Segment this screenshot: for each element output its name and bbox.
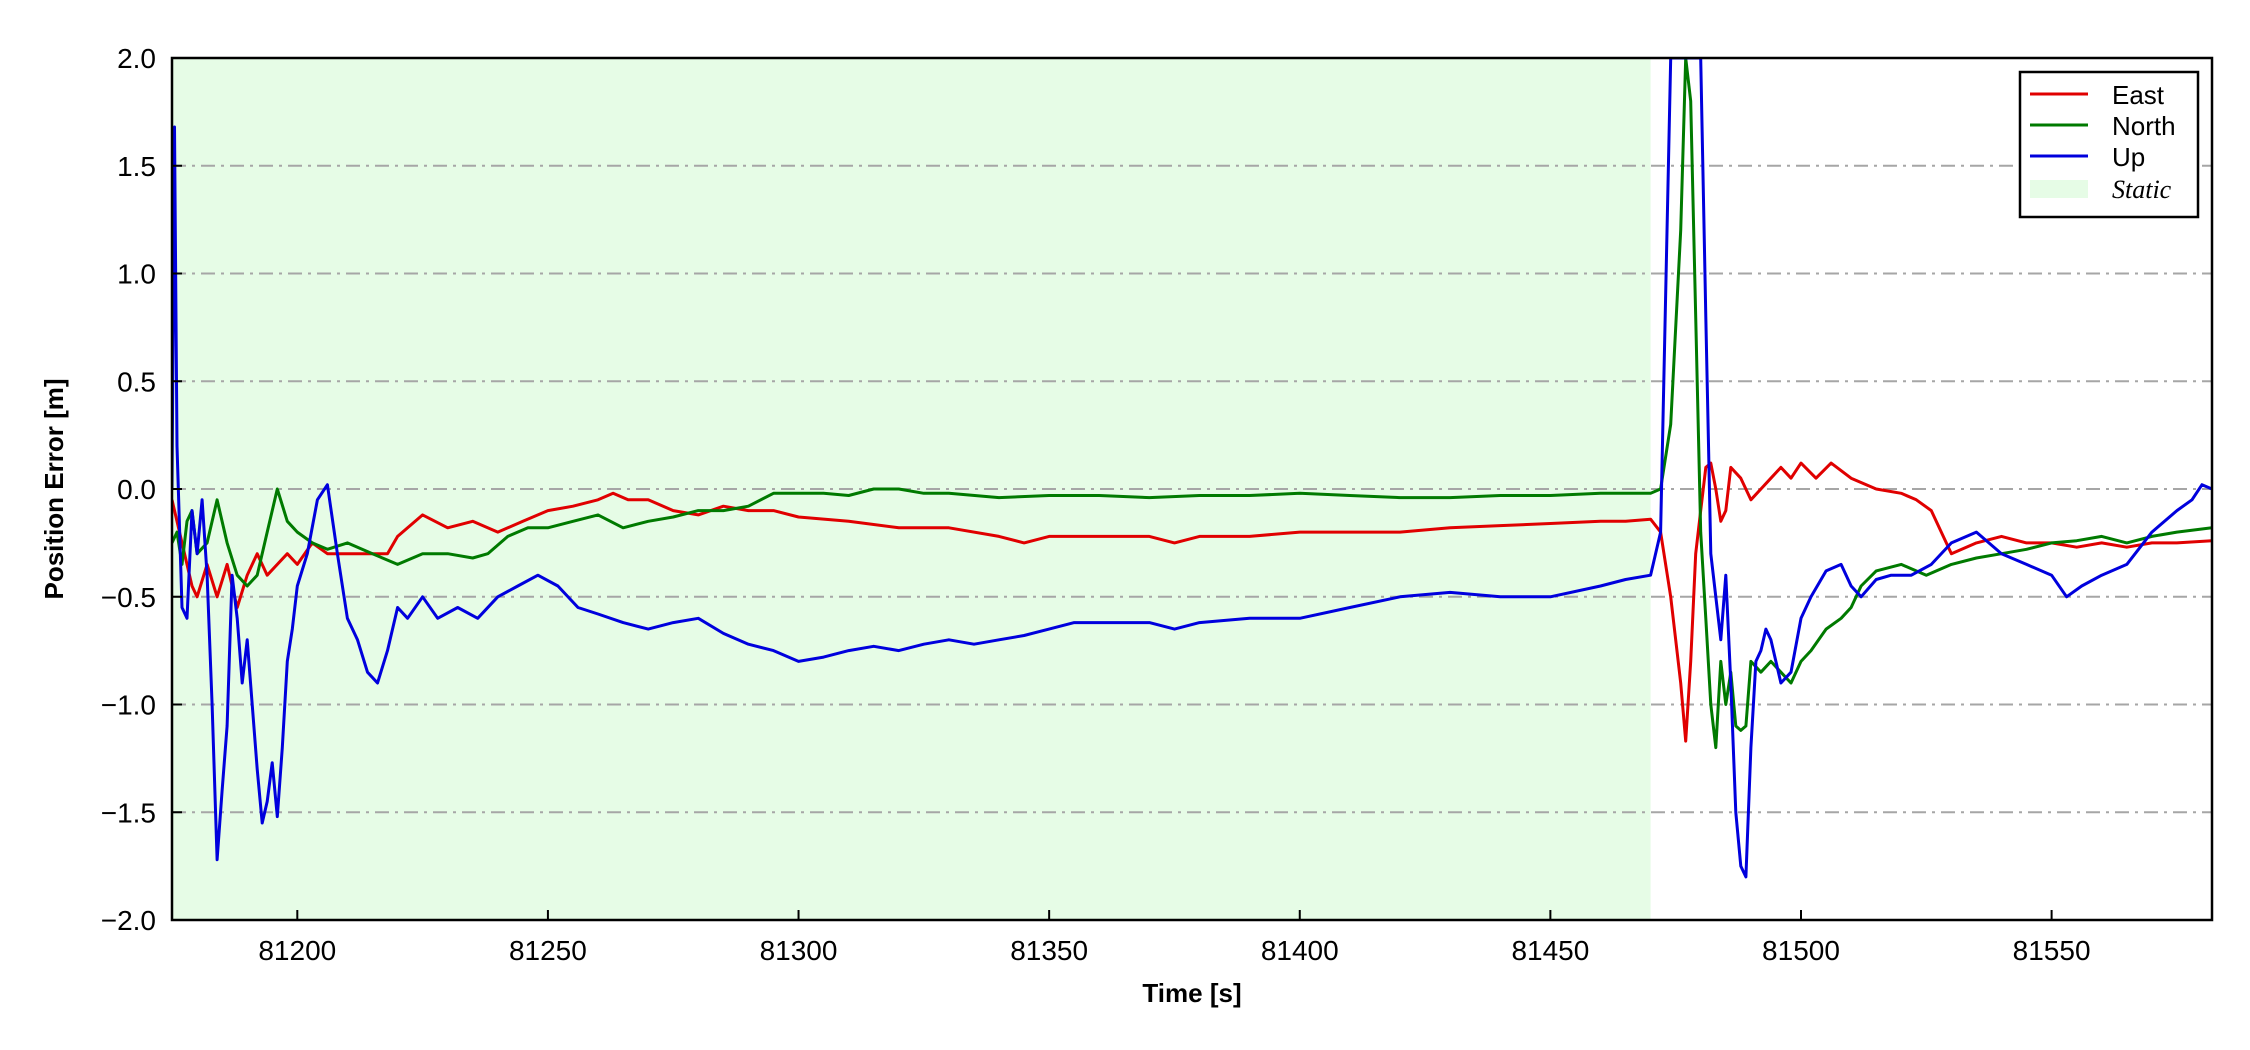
y-tick-label: 1.0 bbox=[117, 259, 156, 290]
series-line-up bbox=[172, 58, 2212, 879]
legend-label-east: East bbox=[2112, 80, 2165, 110]
series-line-north bbox=[172, 58, 2212, 750]
legend: East North Up Static bbox=[2018, 70, 2200, 219]
y-tick-label: −1.0 bbox=[101, 690, 156, 721]
x-tick-label: 81250 bbox=[509, 935, 587, 966]
grid-lines bbox=[172, 164, 2212, 814]
y-axis-ticks: −2.0 −1.5 −1.0 −0.5 0.0 0.5 1.0 1.5 2.0 bbox=[101, 43, 182, 936]
x-tick-label: 81550 bbox=[2013, 935, 2091, 966]
x-tick-label: 81500 bbox=[1762, 935, 1840, 966]
static-region-band bbox=[172, 58, 1651, 920]
x-axis-title: Time [s] bbox=[1142, 978, 1241, 1008]
y-tick-label: −0.5 bbox=[101, 582, 156, 613]
x-tick-label: 81200 bbox=[258, 935, 336, 966]
x-tick-label: 81300 bbox=[760, 935, 838, 966]
legend-label-north: North bbox=[2112, 111, 2176, 141]
legend-swatch-static bbox=[2030, 180, 2088, 198]
y-tick-label: 2.0 bbox=[117, 43, 156, 74]
legend-label-up: Up bbox=[2112, 142, 2145, 172]
x-tick-label: 81350 bbox=[1010, 935, 1088, 966]
legend-label-static: Static bbox=[2112, 175, 2172, 204]
series-layer bbox=[172, 58, 2212, 879]
y-tick-label: 1.5 bbox=[117, 151, 156, 182]
x-axis-ticks: 81200 81250 81300 81350 81400 81450 81500 81550 bbox=[258, 910, 2091, 966]
x-tick-label: 81450 bbox=[1511, 935, 1589, 966]
y-tick-label: 0.0 bbox=[117, 474, 156, 505]
y-axis-title: Position Error [m] bbox=[39, 378, 69, 599]
x-tick-label: 81400 bbox=[1261, 935, 1339, 966]
y-tick-label: −1.5 bbox=[101, 797, 156, 828]
y-tick-label: 0.5 bbox=[117, 366, 156, 397]
y-tick-label: −2.0 bbox=[101, 905, 156, 936]
